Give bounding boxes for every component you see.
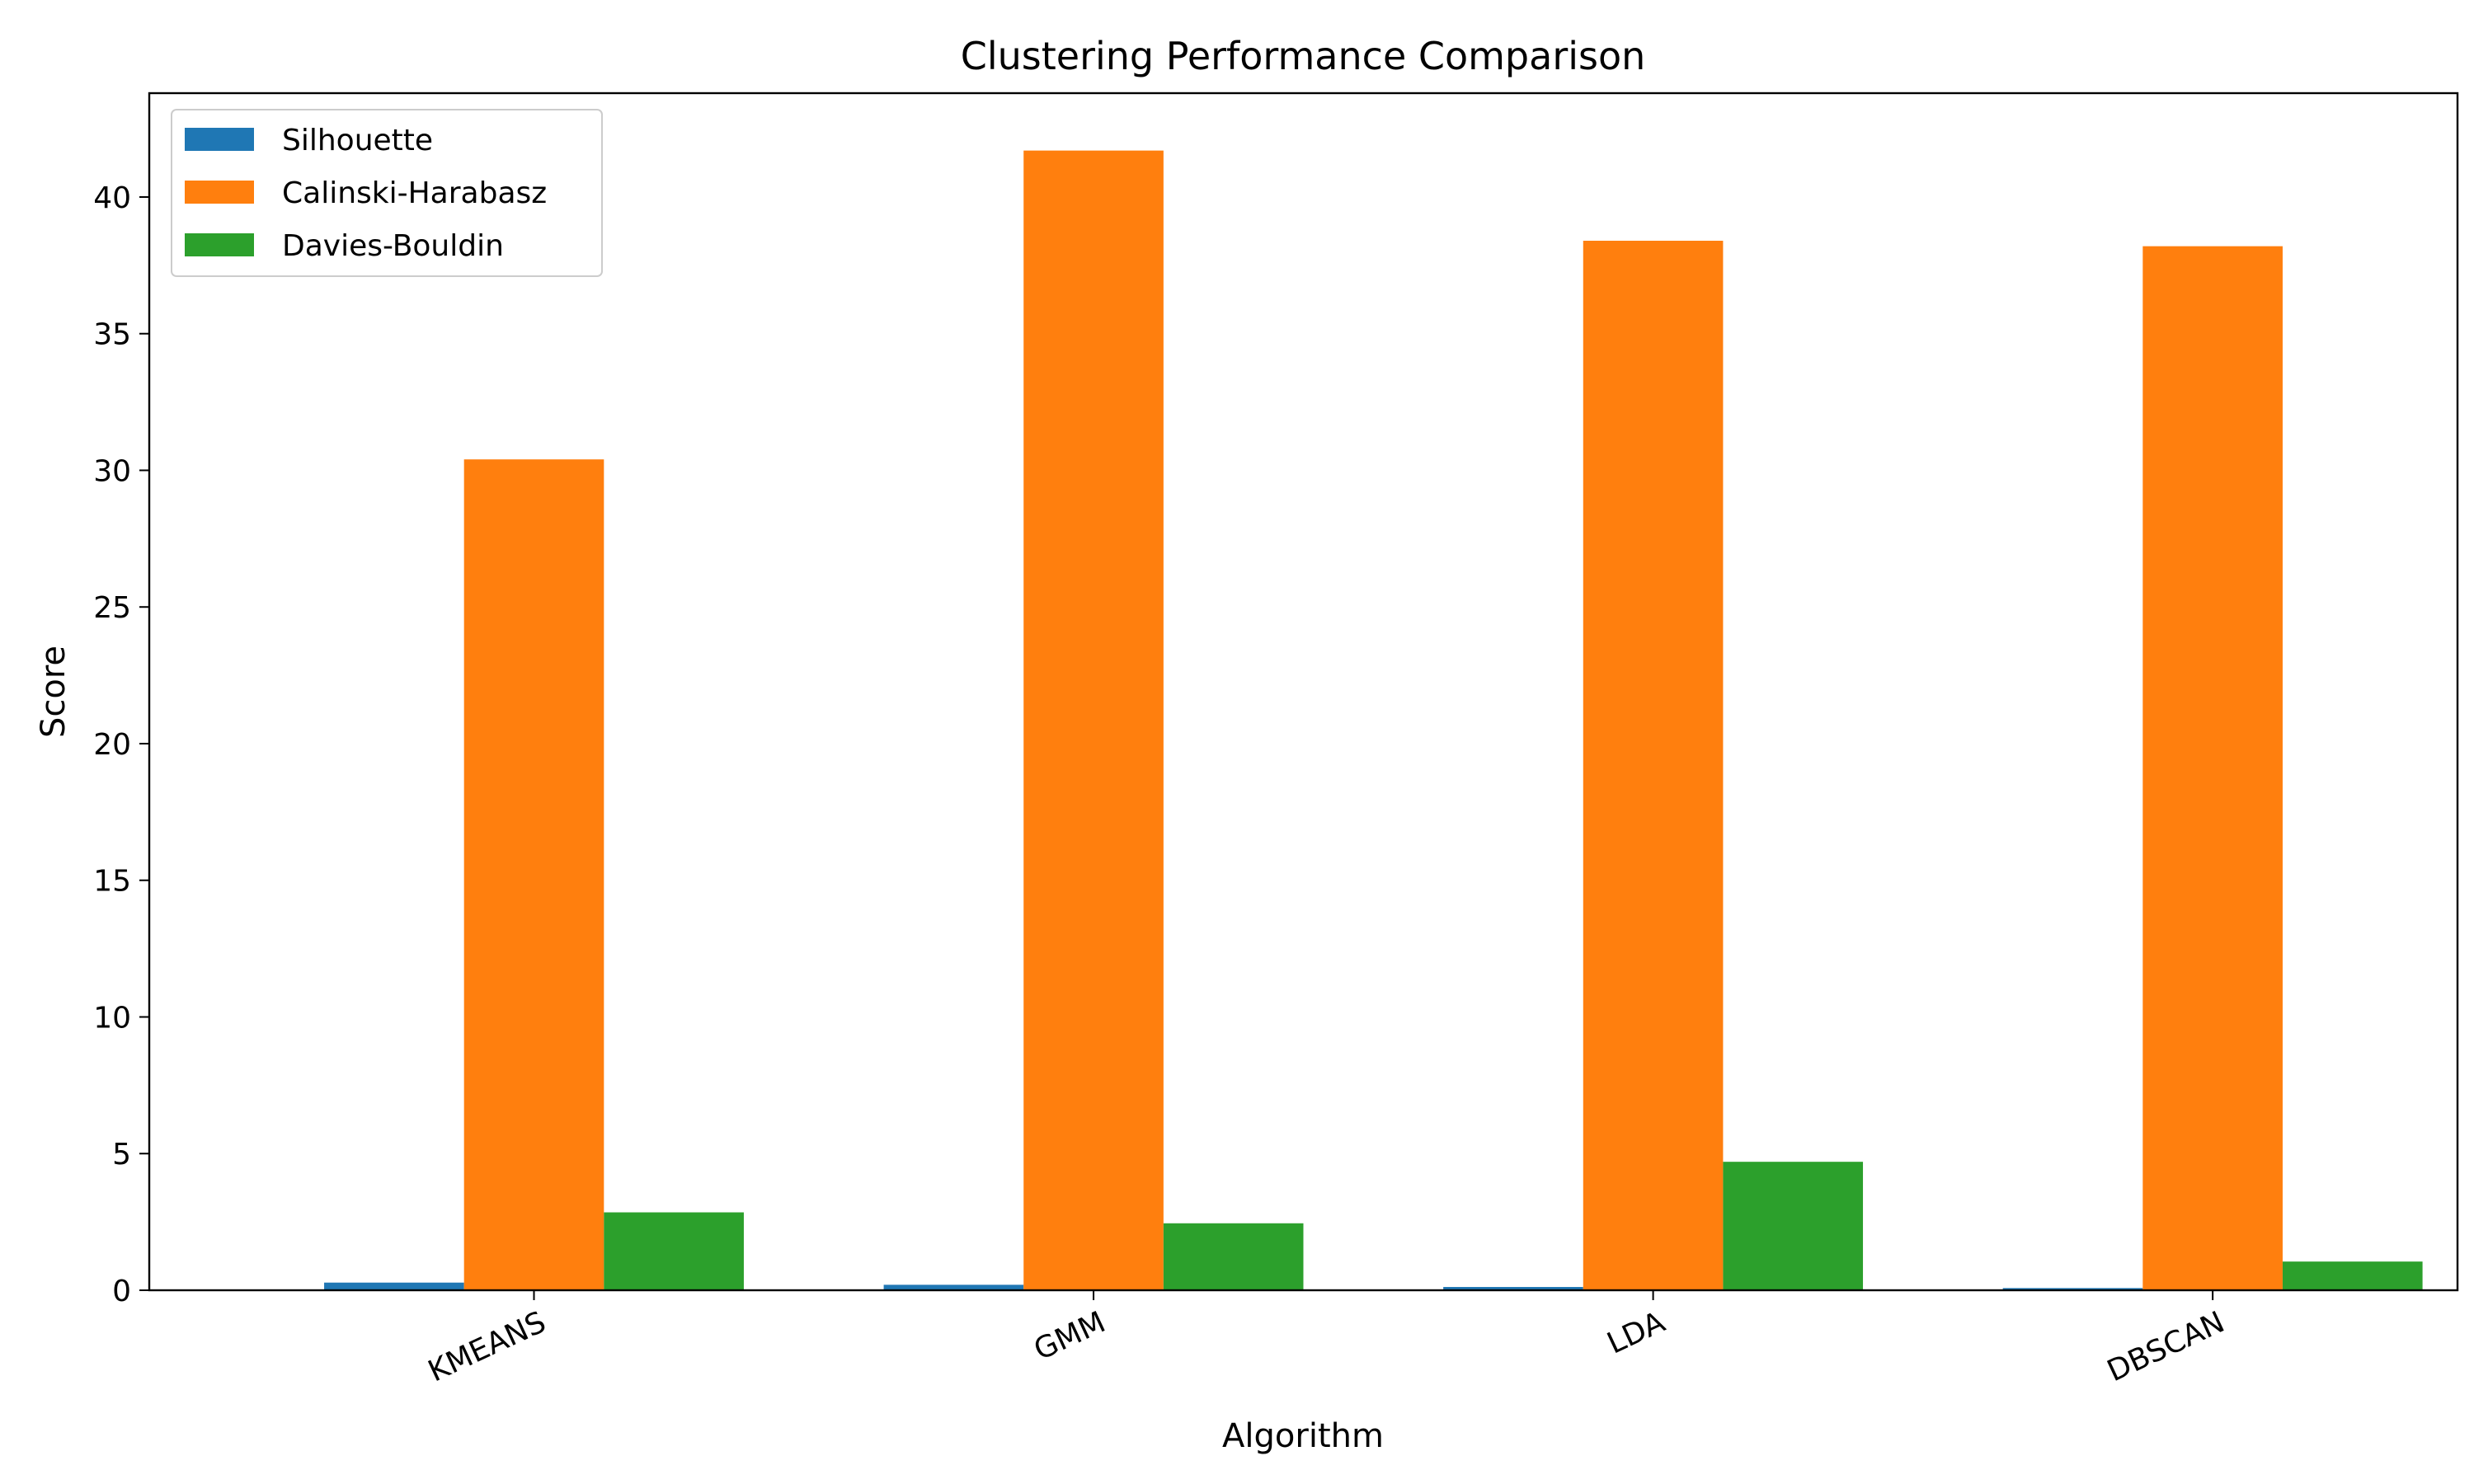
legend-swatch-calinski-harabasz xyxy=(185,181,254,204)
y-tick-label: 10 xyxy=(93,1001,131,1035)
bar-davies-bouldin-lda xyxy=(1723,1162,1864,1290)
y-tick-label: 0 xyxy=(112,1275,131,1308)
bar-calinski-harabasz-dbscan xyxy=(2142,246,2283,1291)
legend-label-davies-bouldin: Davies-Bouldin xyxy=(282,229,504,263)
y-axis-label: Score xyxy=(35,646,73,738)
bar-silhouette-dbscan xyxy=(2002,1288,2143,1290)
legend-label-silhouette: Silhouette xyxy=(282,124,433,157)
legend-swatch-davies-bouldin xyxy=(185,233,254,256)
bar-davies-bouldin-gmm xyxy=(1163,1223,1304,1290)
y-tick-label: 5 xyxy=(112,1138,131,1172)
bar-davies-bouldin-kmeans xyxy=(604,1212,744,1290)
y-tick-label: 30 xyxy=(93,454,131,488)
bar-silhouette-gmm xyxy=(883,1284,1024,1290)
bars-layer xyxy=(324,150,2423,1291)
legend: Silhouette Calinski-Harabasz Davies-Bouldi… xyxy=(171,109,603,277)
y-tick-label: 40 xyxy=(93,181,131,215)
bar-calinski-harabasz-gmm xyxy=(1023,150,1164,1290)
x-axis-label: Algorithm xyxy=(1222,1417,1384,1455)
bar-davies-bouldin-dbscan xyxy=(2282,1261,2423,1290)
legend-swatch-silhouette xyxy=(185,128,254,151)
bar-calinski-harabasz-kmeans xyxy=(463,459,604,1290)
y-tick-label: 25 xyxy=(93,591,131,625)
bar-silhouette-lda xyxy=(1443,1287,1583,1290)
legend-label-calinski-harabasz: Calinski-Harabasz xyxy=(282,176,547,210)
legend-box xyxy=(171,109,603,277)
y-tick-label: 15 xyxy=(93,865,131,899)
bar-silhouette-kmeans xyxy=(324,1282,464,1290)
y-tick-label: 20 xyxy=(93,728,131,762)
chart-title: Clustering Performance Comparison xyxy=(961,34,1646,78)
plot-frame xyxy=(148,92,2459,1292)
y-tick-label: 35 xyxy=(93,318,131,352)
y-axis: 0 5 10 15 20 25 30 35 40 xyxy=(93,181,149,1308)
bar-calinski-harabasz-lda xyxy=(1583,241,1724,1291)
